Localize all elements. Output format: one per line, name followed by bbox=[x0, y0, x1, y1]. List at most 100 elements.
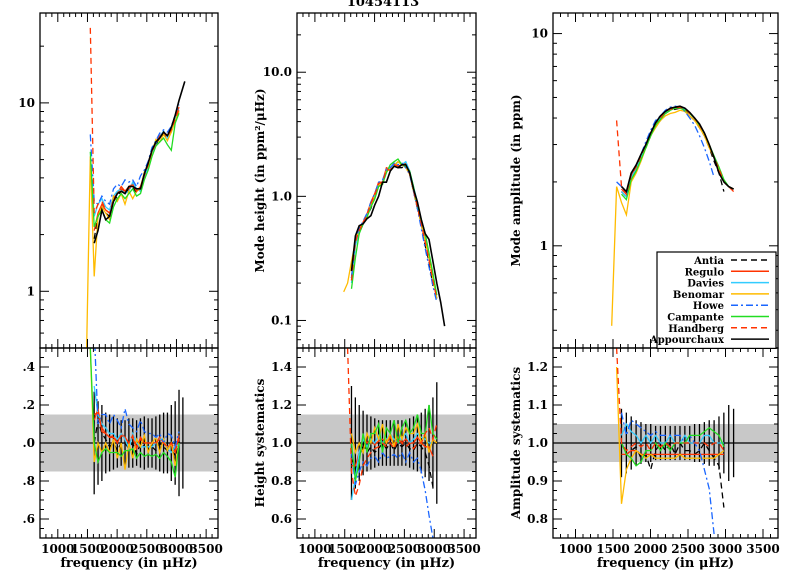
series-regulo bbox=[93, 106, 180, 231]
y-tick-label: 1.0 bbox=[271, 436, 292, 450]
x-tick-label: 3500 bbox=[746, 542, 779, 556]
y-tick-label: 1.0 bbox=[271, 189, 292, 203]
series-handberg bbox=[350, 163, 438, 299]
series-davies bbox=[621, 106, 734, 199]
panel-amplitude-sys: 0.8 0.9 1.0 1.1 1.2 1000 1500 2000 2500 3000 3500 f… bbox=[509, 347, 780, 571]
x-tick-label: 1500 bbox=[596, 542, 629, 556]
series-howe bbox=[89, 104, 180, 206]
panel-width: 1 10 bbox=[18, 12, 219, 349]
series-howe bbox=[620, 412, 715, 535]
x-tick-label: 2000 bbox=[100, 542, 133, 556]
y-axis-label: Mode amplitude (in ppm) bbox=[509, 94, 523, 266]
series-campante bbox=[89, 348, 180, 478]
y-tick-label: 0.1 bbox=[271, 313, 292, 327]
x-axis-label: frequency (in μHz) bbox=[60, 556, 197, 571]
legend: AntiaReguloDaviesBenomarHoweCampanteHand… bbox=[649, 251, 777, 350]
y-tick-label: 10.0 bbox=[263, 65, 292, 79]
y-tick-label: 1.4 bbox=[271, 360, 292, 374]
y-tick-label: 1.0 bbox=[527, 436, 548, 450]
y-tick-label: 0.8 bbox=[527, 512, 548, 526]
legend-label: Howe bbox=[693, 301, 724, 312]
x-tick-label: 3500 bbox=[447, 542, 480, 556]
plot-area-height-sys bbox=[297, 348, 476, 538]
series-handberg bbox=[346, 348, 438, 497]
series-appourchaux bbox=[350, 163, 446, 327]
series-antia bbox=[621, 107, 725, 199]
x-tick-label: 1000 bbox=[559, 542, 592, 556]
series-handberg bbox=[615, 106, 734, 196]
series-appourchaux bbox=[620, 105, 734, 194]
y-tick-label: 0.9 bbox=[527, 474, 548, 488]
y-tick-label: 0.8 bbox=[271, 474, 292, 488]
series-howe bbox=[350, 450, 434, 538]
y-tick-label: 10 bbox=[531, 27, 548, 41]
panel-width-sys: .6 .8 .0 .2 .4 100015002000250030003500freque… bbox=[22, 347, 223, 571]
y-tick-label: 0.6 bbox=[271, 512, 292, 526]
series-appourchaux bbox=[93, 81, 186, 244]
plot-area-amplitude bbox=[611, 105, 735, 326]
panel-amplitude: 1 10 Mode amplitude (in ppm) bbox=[509, 12, 779, 349]
x-tick-label: 1500 bbox=[328, 542, 361, 556]
legend-label: Handberg bbox=[668, 324, 724, 335]
y-tick-label: 1.2 bbox=[271, 398, 292, 412]
x-axis-label: frequency (in μHz) bbox=[318, 556, 455, 571]
y-tick-label: 1.2 bbox=[527, 360, 548, 374]
legend-label: Davies bbox=[687, 279, 724, 290]
x-tick-label: 1000 bbox=[41, 542, 74, 556]
x-tick-label: 2000 bbox=[634, 542, 667, 556]
y-tick-label: .6 bbox=[22, 512, 35, 526]
legend-label: Appourchaux bbox=[649, 335, 725, 346]
panel-height-sys: 0.6 0.8 1.0 1.2 1.4 100015002000250030003500f… bbox=[253, 347, 481, 571]
x-tick-label: 1500 bbox=[71, 542, 104, 556]
series-antia bbox=[93, 111, 180, 239]
series-handberg bbox=[93, 411, 180, 453]
series-campante bbox=[621, 107, 734, 202]
x-tick-label: 3000 bbox=[160, 542, 193, 556]
y-tick-label: 1.1 bbox=[527, 398, 548, 412]
panel-height: 0.1 1.0 10.0 Mode height (in ppm²/μHz) bbox=[253, 12, 477, 349]
x-tick-label: 2500 bbox=[130, 542, 163, 556]
y-axis-label: Amplitude systematics bbox=[509, 367, 523, 521]
series-handberg bbox=[615, 348, 725, 452]
y-tick-label: 1 bbox=[540, 239, 548, 253]
series-benomar bbox=[615, 366, 725, 504]
series-howe bbox=[94, 348, 180, 450]
axes-frame bbox=[39, 12, 219, 349]
x-tick-label: 3000 bbox=[709, 542, 742, 556]
y-axis-label: Mode height (in ppm²/μHz) bbox=[253, 88, 267, 272]
x-tick-label: 2000 bbox=[358, 542, 391, 556]
y-tick-label: 10 bbox=[18, 96, 35, 110]
plot-area-amplitude-sys bbox=[553, 348, 778, 535]
series-campante bbox=[620, 426, 725, 467]
plot-area-width bbox=[85, 27, 186, 348]
series-campante bbox=[350, 404, 438, 482]
y-axis-label: Height systematics bbox=[253, 378, 267, 507]
y-tick-label: .2 bbox=[22, 398, 35, 412]
x-tick-label: 3500 bbox=[189, 542, 222, 556]
legend-label: Benomar bbox=[673, 290, 725, 301]
series-davies bbox=[89, 109, 180, 217]
x-axis-label: frequency (in μHz) bbox=[597, 556, 734, 571]
x-tick-label: 3000 bbox=[418, 542, 451, 556]
legend-label: Campante bbox=[667, 313, 724, 324]
series-davies bbox=[620, 422, 724, 445]
series-antia bbox=[93, 420, 180, 458]
legend-label: Antia bbox=[693, 256, 724, 267]
x-tick-label: 1000 bbox=[298, 542, 331, 556]
y-tick-label: 1 bbox=[27, 284, 35, 298]
series-regulo bbox=[621, 106, 735, 196]
series-howe bbox=[350, 162, 438, 303]
x-tick-label: 2500 bbox=[388, 542, 421, 556]
y-tick-label: .4 bbox=[22, 360, 35, 374]
plot-area-height bbox=[343, 158, 446, 327]
x-tick-label: 2500 bbox=[671, 542, 704, 556]
series-benomar bbox=[350, 421, 438, 455]
series-benomar bbox=[85, 110, 180, 348]
y-tick-label: .8 bbox=[22, 474, 35, 488]
plot-area-width-sys bbox=[40, 348, 218, 497]
y-tick-label: .0 bbox=[22, 436, 35, 450]
figure-title: 10454113 bbox=[347, 0, 419, 10]
legend-label: Regulo bbox=[685, 267, 725, 278]
legend-frame bbox=[656, 251, 777, 350]
